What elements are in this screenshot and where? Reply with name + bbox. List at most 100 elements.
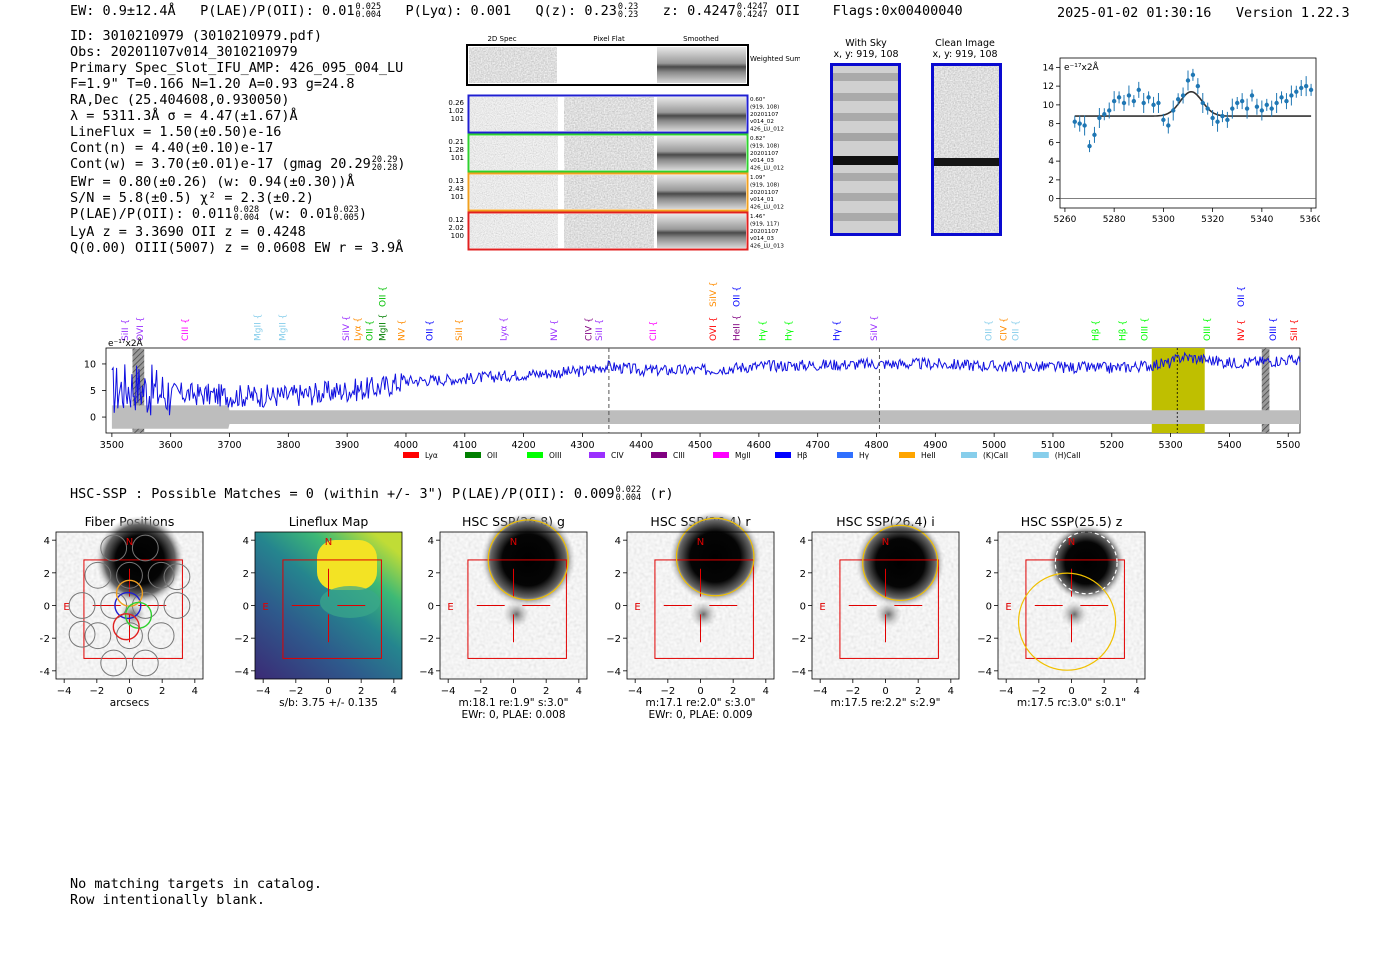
cutout-spec: [470, 97, 558, 131]
fiber-outline: [100, 534, 128, 562]
header-z-line: OII: [775, 3, 801, 19]
zoom-point: [1175, 97, 1181, 102]
panel-ytick-label: 0: [800, 602, 806, 613]
cutout-note: 20201107: [750, 229, 779, 235]
panel-xtick-label: −2: [288, 686, 303, 697]
compass-n: N: [1068, 537, 1075, 548]
legend-swatch: [589, 452, 605, 458]
info-slot: Primary Spec_Slot_IFU_AMP: 426_095_004_L…: [70, 60, 404, 76]
legend-swatch: [651, 452, 667, 458]
header-plae: P(LAE)/P(OII): 0.01: [200, 3, 355, 19]
panel-xtick-label: 2: [358, 686, 364, 697]
legend-swatch: [403, 452, 419, 458]
zoom-xtick-label: 5300: [1152, 215, 1175, 225]
panel-caption: EWr: 0, PLAE: 0.008: [461, 709, 565, 721]
zoom-point: [1225, 117, 1230, 123]
zoom-unit-label: e⁻¹⁷x2Å: [1064, 61, 1100, 73]
faint-source: [119, 601, 146, 628]
zoom-point: [1195, 83, 1201, 89]
spectrum-xtick-label: 4500: [688, 440, 712, 451]
match-ellipse: [487, 519, 569, 601]
header-plae-hi: 0.025: [355, 2, 382, 12]
with-sky-xy: x, y: 919, 108: [833, 49, 899, 60]
panel-xtick-label: −2: [845, 686, 860, 697]
line-label: SiII {: [121, 319, 131, 341]
zoom-point: [1284, 98, 1289, 104]
cutout-col-title: 2D Spec: [487, 35, 516, 43]
line-label: CIII {: [181, 318, 191, 341]
info-contw: Cont(w) = 3.70(±0.01)e-17 (gmag 20.29 20.…: [70, 155, 406, 173]
fiber-outline: [131, 534, 159, 562]
cutout-frame: [467, 94, 749, 134]
legend-swatch: [775, 452, 791, 458]
cutout-stat: 0.12: [448, 216, 464, 224]
zoom-point: [1107, 108, 1112, 113]
zoom-point: [1180, 93, 1186, 98]
cutout-stat: 101: [451, 115, 464, 123]
panel-ytick-label: 2: [800, 569, 806, 580]
zoom-point: [1210, 115, 1215, 121]
zoom-point: [1264, 102, 1269, 108]
cutout-note: 20201107: [750, 151, 779, 157]
zoom-chart: e⁻¹⁷x2Å 5260 5280 5300 5320 5340 5360 0 2 4 6 8 10 1…: [1043, 57, 1320, 225]
spectrum-ytick-label: 0: [90, 413, 96, 424]
zoom-points: [1072, 68, 1314, 153]
line-label: CIV {: [1000, 317, 1010, 341]
info-q-line: Q(0.00) OIII(5007) z = 0.0608 EW r = 3.9…: [70, 240, 404, 256]
line-label: OII {: [1237, 286, 1247, 307]
spectrum-xtick-label: 3500: [100, 440, 124, 451]
panel-ytick-label: 0: [986, 602, 992, 613]
spectrum-xtick-label: 5400: [1217, 440, 1241, 451]
line-label: Hγ {: [784, 320, 794, 341]
cutout-flat: [564, 97, 654, 131]
zoom-point: [1146, 95, 1151, 100]
line-label: SiIV {: [870, 315, 880, 341]
header-z-lo: 0.4247: [736, 10, 768, 20]
zoom-ytick-label: 8: [1048, 120, 1054, 130]
panel-ytick-label: 2: [615, 569, 621, 580]
info-contn: Cont(n) = 4.40(±0.10)e-17: [70, 140, 274, 156]
line-label: OII {: [984, 320, 994, 341]
spectrum-unit-label: e⁻¹⁷x2Å: [108, 337, 144, 349]
spectrum-xtick-label: 4200: [512, 440, 536, 451]
panel-ytick-label: −4: [606, 667, 621, 678]
panel-ytick-label: 0: [428, 602, 434, 613]
zoom-point: [1097, 115, 1102, 121]
zoom-point: [1141, 100, 1146, 106]
info-lya-z: LyA z = 3.3690 OII z = 0.4248: [70, 224, 306, 240]
faint-source: [875, 601, 902, 628]
line-label: SiII {: [595, 319, 605, 341]
zoom-point: [1244, 106, 1250, 111]
zoom-point: [1274, 100, 1279, 106]
zoom-point: [1259, 108, 1265, 113]
footer-line2: Row intentionally blank.: [70, 892, 266, 908]
cutout-frame: [467, 211, 749, 251]
line-label: OIII {: [1269, 317, 1279, 341]
match-ellipse: [1017, 572, 1117, 671]
info-plae-lo: 0.004: [233, 213, 260, 223]
panel-xtick-label: 2: [543, 686, 549, 697]
panel-xtick-label: 4: [948, 686, 954, 697]
zoom-point: [1102, 112, 1107, 117]
compass-e: E: [447, 602, 453, 613]
legend-swatch: [713, 452, 729, 458]
cutout-note: 0.82": [750, 136, 765, 142]
cutout-note: (919, 117): [750, 221, 779, 227]
panel-title: Lineflux Map: [289, 514, 369, 529]
zoom-point: [1185, 78, 1191, 83]
panel-ytick-label: 2: [243, 569, 249, 580]
line-label: HeII {: [733, 315, 743, 341]
panel-xtick-label: −2: [473, 686, 488, 697]
sky-images: [830, 63, 1002, 236]
cutout-stat: 0.13: [448, 177, 464, 185]
panel-xtick-label: −4: [256, 686, 271, 697]
aperture-box: [282, 559, 382, 659]
footer: No matching targets in catalog. Row inte…: [70, 876, 322, 908]
zoom-ytick-label: 0: [1048, 195, 1054, 205]
cutout-note: 426_LU_012: [750, 166, 784, 172]
fiber-outline: [84, 561, 112, 589]
with-sky-stripes: [833, 73, 898, 221]
line-label: NV {: [1237, 320, 1247, 341]
